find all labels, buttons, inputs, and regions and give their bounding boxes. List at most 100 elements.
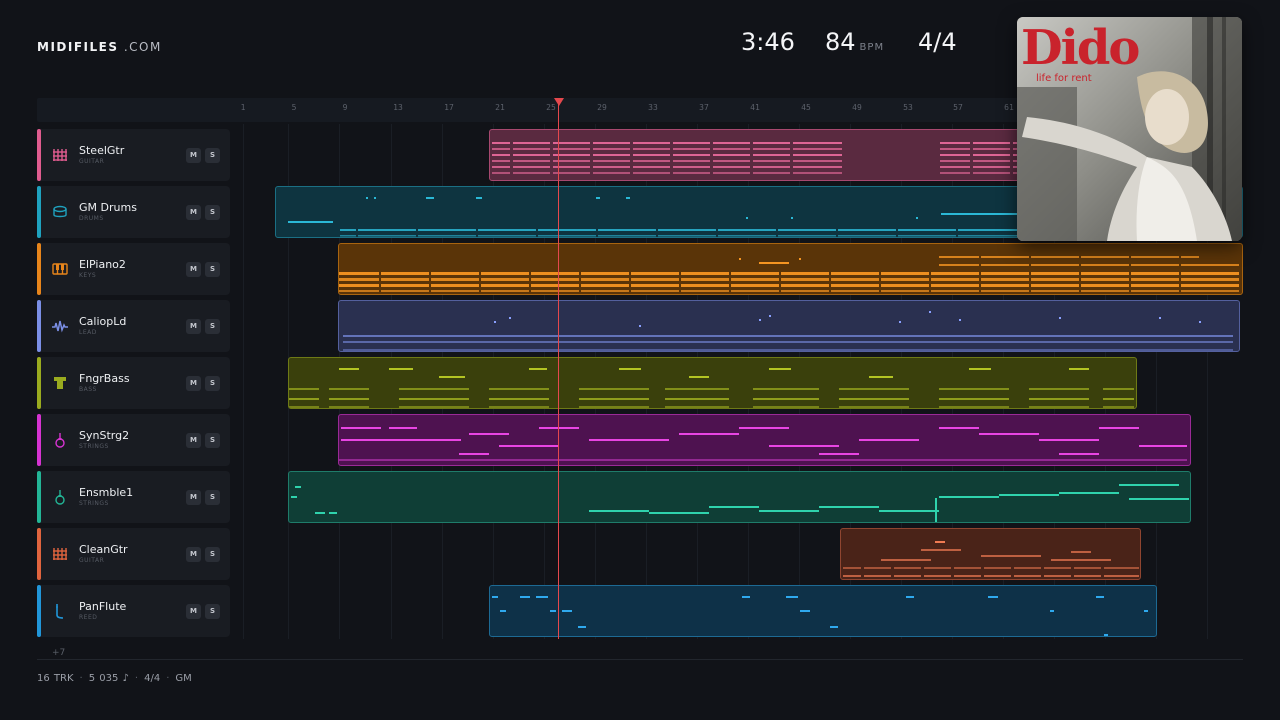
solo-button[interactable]: S bbox=[205, 205, 220, 220]
track-header-elpiano2[interactable]: ElPiano2 KEYS M S bbox=[37, 243, 230, 295]
note-pattern bbox=[339, 254, 1239, 294]
bpm-unit: BPM bbox=[859, 42, 885, 53]
playhead[interactable] bbox=[558, 104, 559, 639]
mute-button[interactable]: M bbox=[186, 319, 201, 334]
track-name: Ensmble1 bbox=[79, 486, 134, 499]
ruler-tick: 17 bbox=[444, 103, 454, 112]
ruler-tick: 21 bbox=[495, 103, 505, 112]
mute-button[interactable]: M bbox=[186, 376, 201, 391]
solo-button[interactable]: S bbox=[205, 148, 220, 163]
note-pattern bbox=[343, 311, 1233, 351]
time-signature-readout: 4/4 bbox=[918, 28, 957, 56]
midi-clip-elpiano2[interactable] bbox=[338, 243, 1243, 295]
note-pattern bbox=[492, 596, 1148, 636]
midi-clip-cleangtr[interactable] bbox=[840, 528, 1141, 580]
album-cover: Dido life for rent bbox=[1017, 17, 1242, 241]
more-tracks-indicator[interactable]: +7 bbox=[52, 648, 66, 658]
mute-button[interactable]: M bbox=[186, 604, 201, 619]
bass-amp-icon bbox=[54, 377, 66, 389]
mute-button[interactable]: M bbox=[186, 547, 201, 562]
ruler-tick: 1 bbox=[240, 103, 246, 112]
track-category: BASS bbox=[79, 386, 97, 393]
ruler-tick: 45 bbox=[801, 103, 811, 112]
ruler-tick: 53 bbox=[903, 103, 913, 112]
track-category: GUITAR bbox=[79, 158, 105, 165]
solo-button[interactable]: S bbox=[205, 319, 220, 334]
solo-button[interactable]: S bbox=[205, 376, 220, 391]
track-name: SynStrg2 bbox=[79, 429, 130, 442]
track-header-caliopld[interactable]: CaliopLd LEAD M S bbox=[37, 300, 230, 352]
mute-button[interactable]: M bbox=[186, 433, 201, 448]
ruler-tick: 9 bbox=[342, 103, 348, 112]
mute-button[interactable]: M bbox=[186, 205, 201, 220]
track-category: KEYS bbox=[79, 272, 97, 279]
ruler-tick: 57 bbox=[953, 103, 963, 112]
track-category: DRUMS bbox=[79, 215, 104, 222]
solo-button[interactable]: S bbox=[205, 433, 220, 448]
ruler-tick: 33 bbox=[648, 103, 658, 112]
track-header-cleangtr[interactable]: CleanGtr GUITAR M S bbox=[37, 528, 230, 580]
midi-clip-fngrbass[interactable] bbox=[288, 357, 1137, 409]
track-header-panflute[interactable]: PanFlute REED M S bbox=[37, 585, 230, 637]
track-color-stripe bbox=[37, 471, 41, 523]
midi-clip-panflute[interactable] bbox=[489, 585, 1157, 637]
track-name: PanFlute bbox=[79, 600, 127, 613]
track-name: ElPiano2 bbox=[79, 258, 126, 271]
midi-clip-ensmble1[interactable] bbox=[288, 471, 1191, 523]
guitar-grid-icon bbox=[53, 149, 67, 161]
brand-tld: .COM bbox=[123, 40, 162, 54]
mute-button[interactable]: M bbox=[186, 490, 201, 505]
track-name: SteelGtr bbox=[79, 144, 125, 157]
drum-icon bbox=[53, 205, 67, 218]
album-artist: Dido bbox=[1021, 20, 1140, 76]
ruler-tick: 13 bbox=[393, 103, 403, 112]
track-header-steelgtr[interactable]: SteelGtr GUITAR M S bbox=[37, 129, 230, 181]
track-name: CleanGtr bbox=[79, 543, 128, 556]
ruler-tick: 41 bbox=[750, 103, 760, 112]
track-header-gm-drums[interactable]: GM Drums DRUMS M S bbox=[37, 186, 230, 238]
mute-button[interactable]: M bbox=[186, 148, 201, 163]
midi-clip-steelgtr[interactable] bbox=[489, 129, 1049, 181]
ruler-tick: 29 bbox=[597, 103, 607, 112]
track-header-synstrg2[interactable]: SynStrg2 STRINGS M S bbox=[37, 414, 230, 466]
violin-icon bbox=[55, 433, 65, 448]
midi-clip-synstrg2[interactable] bbox=[338, 414, 1191, 466]
timeline-ruler[interactable]: 1 5 9 13 17 21 25 29 33 37 41 45 49 53 5… bbox=[37, 98, 1043, 122]
ruler-tick: 25 bbox=[546, 103, 556, 112]
midi-clip-caliopld[interactable] bbox=[338, 300, 1240, 352]
track-color-stripe bbox=[37, 414, 41, 466]
grid-line bbox=[1207, 124, 1208, 639]
midi-standard: GM bbox=[175, 673, 192, 684]
grid-line bbox=[1156, 124, 1157, 639]
track-count: 16 TRK bbox=[37, 673, 74, 684]
violin-icon bbox=[55, 490, 65, 505]
guitar-grid-icon bbox=[53, 548, 67, 560]
note-count: 5 035 ♪ bbox=[88, 673, 129, 684]
track-category: GUITAR bbox=[79, 557, 105, 564]
track-header-ensmble1[interactable]: Ensmble1 STRINGS M S bbox=[37, 471, 230, 523]
solo-button[interactable]: S bbox=[205, 490, 220, 505]
track-color-stripe bbox=[37, 528, 41, 580]
track-color-stripe bbox=[37, 300, 41, 352]
playhead-handle[interactable] bbox=[554, 98, 564, 106]
note-pattern bbox=[288, 197, 1240, 237]
mute-button[interactable]: M bbox=[186, 262, 201, 277]
track-color-stripe bbox=[37, 129, 41, 181]
solo-button[interactable]: S bbox=[205, 262, 220, 277]
track-category: REED bbox=[79, 614, 98, 621]
footer-summary: 16 TRK · 5 035 ♪ · 4/4 · GM bbox=[37, 673, 192, 684]
solo-button[interactable]: S bbox=[205, 604, 220, 619]
solo-button[interactable]: S bbox=[205, 547, 220, 562]
piano-keys-icon bbox=[52, 263, 68, 275]
track-category: STRINGS bbox=[79, 443, 109, 450]
duration-readout: 3:46 bbox=[741, 28, 795, 56]
track-name: CaliopLd bbox=[79, 315, 127, 328]
note-pattern bbox=[339, 427, 1187, 461]
footer-signature: 4/4 bbox=[144, 673, 161, 684]
note-pattern bbox=[289, 368, 1134, 408]
grid-line bbox=[243, 124, 244, 639]
waveform-icon bbox=[52, 320, 68, 333]
flute-icon bbox=[56, 604, 64, 619]
track-header-fngrbass[interactable]: FngrBass BASS M S bbox=[37, 357, 230, 409]
brand-logo: MIDIFILES .COM bbox=[37, 40, 162, 54]
